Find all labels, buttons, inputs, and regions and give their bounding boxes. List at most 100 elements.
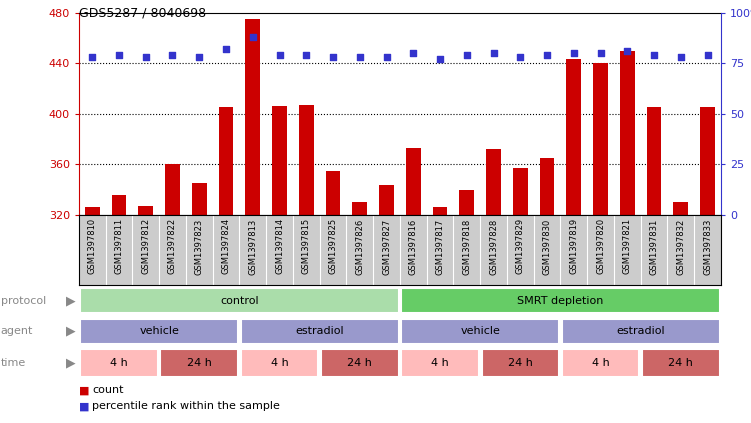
Bar (406, 148, 421, 215)
Bar (566, 60, 581, 215)
Text: GSM1397831: GSM1397831 (650, 218, 659, 275)
Point (434, 56, 446, 63)
Text: ■: ■ (79, 401, 89, 411)
Bar (321, 349, 399, 377)
Text: GSM1397818: GSM1397818 (463, 218, 472, 275)
Bar (433, 207, 448, 215)
Text: count: count (92, 385, 124, 395)
Text: GSM1397812: GSM1397812 (141, 218, 150, 275)
Bar (486, 149, 501, 215)
Text: 4 h: 4 h (431, 358, 449, 368)
Bar (674, 202, 688, 215)
Bar (192, 183, 207, 215)
Text: 24 h: 24 h (508, 358, 532, 368)
Text: GSM1397832: GSM1397832 (677, 218, 686, 275)
Text: GSM1397821: GSM1397821 (623, 218, 632, 275)
Text: GSM1397823: GSM1397823 (195, 218, 204, 275)
Point (193, 54, 205, 60)
Point (300, 52, 312, 58)
Text: GSM1397820: GSM1397820 (596, 218, 605, 275)
Point (354, 54, 366, 60)
Text: GSM1397819: GSM1397819 (569, 218, 578, 275)
Bar (85, 207, 100, 215)
Text: 4 h: 4 h (110, 358, 128, 368)
Text: GSM1397827: GSM1397827 (382, 218, 391, 275)
Point (167, 52, 179, 58)
Point (220, 46, 232, 52)
Point (86, 54, 98, 60)
Text: estradiol: estradiol (617, 326, 665, 336)
Point (541, 52, 553, 58)
Point (273, 52, 285, 58)
Point (327, 54, 339, 60)
Bar (246, 19, 260, 215)
Bar (352, 202, 367, 215)
Text: ▶: ▶ (65, 294, 75, 307)
Bar (401, 288, 719, 313)
Point (514, 54, 526, 60)
Bar (481, 349, 559, 377)
Text: GSM1397830: GSM1397830 (542, 218, 551, 275)
Point (113, 52, 125, 58)
Bar (513, 168, 528, 215)
Text: 24 h: 24 h (348, 358, 372, 368)
Bar (700, 107, 715, 215)
Text: GSM1397825: GSM1397825 (328, 218, 337, 275)
Text: GSM1397828: GSM1397828 (489, 218, 498, 275)
Text: vehicle: vehicle (460, 326, 500, 336)
Text: 4 h: 4 h (270, 358, 288, 368)
Point (595, 50, 607, 57)
Text: GSM1397833: GSM1397833 (703, 218, 712, 275)
Bar (379, 184, 394, 215)
Bar (620, 51, 635, 215)
Bar (219, 107, 234, 215)
Text: time: time (1, 358, 26, 368)
Text: 24 h: 24 h (668, 358, 693, 368)
Text: ▶: ▶ (65, 325, 75, 338)
Bar (299, 105, 314, 215)
Text: percentile rank within the sample: percentile rank within the sample (92, 401, 280, 411)
Bar (593, 63, 608, 215)
Text: GSM1397824: GSM1397824 (222, 218, 231, 275)
Text: GSM1397811: GSM1397811 (114, 218, 123, 275)
Text: GDS5287 / 8040698: GDS5287 / 8040698 (79, 6, 206, 19)
Text: protocol: protocol (1, 296, 46, 306)
Bar (272, 106, 287, 215)
Bar (540, 158, 554, 215)
Bar (138, 206, 153, 215)
Text: ▶: ▶ (65, 357, 75, 370)
Bar (326, 170, 340, 215)
Text: agent: agent (1, 326, 33, 336)
Text: GSM1397816: GSM1397816 (409, 218, 418, 275)
Text: GSM1397813: GSM1397813 (249, 218, 258, 275)
Text: SMRT depletion: SMRT depletion (517, 296, 604, 306)
Bar (112, 195, 126, 215)
Bar (241, 319, 399, 344)
Point (381, 54, 393, 60)
Point (140, 54, 152, 60)
Text: GSM1397817: GSM1397817 (436, 218, 445, 275)
Point (701, 52, 713, 58)
Text: GSM1397810: GSM1397810 (88, 218, 97, 275)
Bar (165, 164, 179, 215)
Point (407, 50, 419, 57)
Text: 4 h: 4 h (592, 358, 610, 368)
Text: 24 h: 24 h (187, 358, 212, 368)
Bar (161, 349, 238, 377)
Bar (642, 349, 719, 377)
Text: GSM1397829: GSM1397829 (516, 218, 525, 275)
Point (487, 50, 499, 57)
Bar (241, 349, 318, 377)
Point (621, 48, 633, 55)
Text: GSM1397814: GSM1397814 (275, 218, 284, 275)
Point (675, 54, 687, 60)
Point (461, 52, 473, 58)
Bar (80, 349, 158, 377)
Bar (80, 288, 399, 313)
Text: control: control (220, 296, 258, 306)
Text: ■: ■ (79, 385, 89, 395)
Text: GSM1397826: GSM1397826 (355, 218, 364, 275)
Bar (401, 349, 479, 377)
Bar (647, 107, 662, 215)
Text: GSM1397822: GSM1397822 (168, 218, 177, 275)
